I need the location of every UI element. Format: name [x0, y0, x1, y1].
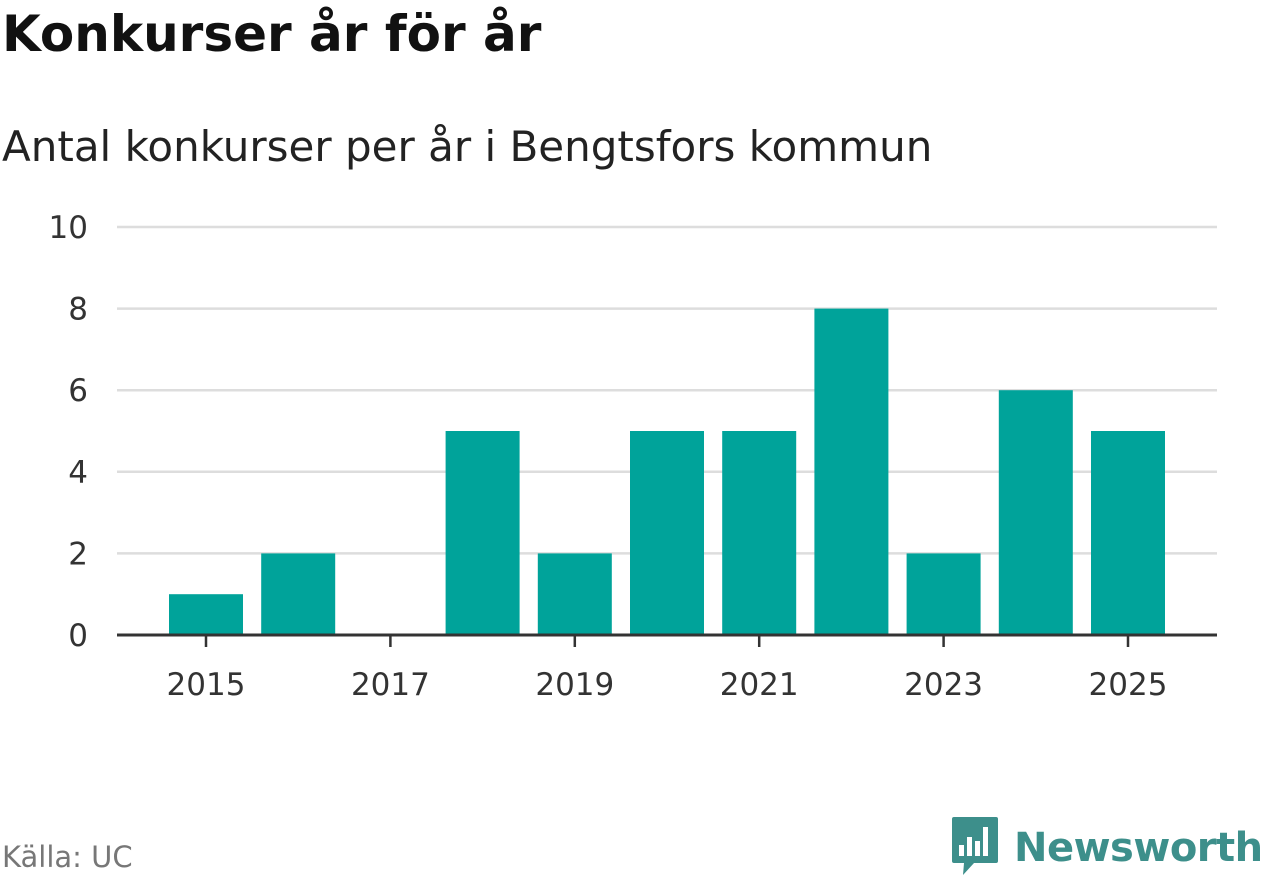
- x-tick-label: 2023: [904, 667, 983, 703]
- y-tick-label: 0: [68, 618, 88, 654]
- x-tick-label: 2015: [167, 667, 246, 703]
- x-tick-label: 2025: [1089, 667, 1168, 703]
- brand-logo: Newsworthy: [950, 816, 1262, 880]
- x-tick-label: 2019: [535, 667, 614, 703]
- bar-chart-speech-bubble-icon: [950, 815, 1000, 881]
- bar-2022: [814, 308, 889, 635]
- bar-2024: [998, 390, 1073, 635]
- x-tick-label: 2021: [720, 667, 799, 703]
- axes: 0 2 4 6 8 10 2015 2017 2019 2021 2023 2025: [49, 210, 1217, 703]
- bar-chart: 0 2 4 6 8 10 2015 2017 2019 2021 2023 2025: [49, 210, 1217, 703]
- bar-2023: [906, 553, 981, 635]
- chart-title: Konkurser år för år: [2, 5, 542, 63]
- y-tick-label: 10: [49, 210, 88, 246]
- bar-2016: [261, 553, 336, 635]
- brand-name: Newsworthy: [1014, 825, 1262, 871]
- bar-2025: [1091, 431, 1165, 635]
- bar-2015: [169, 594, 243, 635]
- y-tick-label: 4: [68, 455, 88, 491]
- y-tick-label: 2: [68, 536, 88, 572]
- bars: [169, 308, 1165, 635]
- source-note: Källa: UC: [2, 840, 133, 874]
- chart-subtitle: Antal konkurser per år i Bengtsfors komm…: [2, 122, 933, 171]
- y-tick-label: 8: [68, 292, 88, 328]
- x-tick-label: 2017: [351, 667, 430, 703]
- y-tick-label: 6: [68, 373, 88, 409]
- bar-2018: [445, 431, 520, 635]
- bar-2021: [722, 431, 797, 635]
- bar-2020: [630, 431, 704, 635]
- bar-2019: [537, 553, 612, 635]
